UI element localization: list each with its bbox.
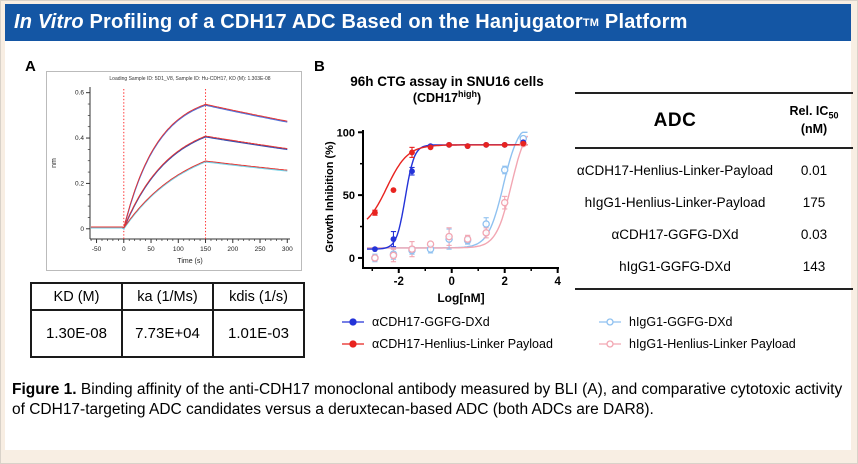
ic50-adc-name: hIgG1-GGFG-DXd bbox=[619, 258, 731, 274]
panel-b-chart-title: 96h CTG assay in SNU16 cells bbox=[350, 74, 544, 89]
svg-text:0.6: 0.6 bbox=[75, 90, 84, 97]
svg-text:0: 0 bbox=[80, 226, 84, 233]
ic50-table-row: hIgG1-Henlius-Linker-Payload 175 bbox=[575, 186, 853, 218]
kinetics-value-row: 1.30E-08 7.73E+04 1.01E-03 bbox=[30, 309, 305, 358]
figure-caption: Figure 1. Binding affinity of the anti-C… bbox=[12, 380, 852, 420]
figure-content: In Vitro Profiling of a CDH17 ADC Based … bbox=[5, 4, 853, 450]
svg-text:0.4: 0.4 bbox=[75, 135, 84, 142]
svg-text:Loading Sample ID: 5D1_V8, Sam: Loading Sample ID: 5D1_V8, Sample ID: Hu… bbox=[109, 76, 270, 82]
panel-b-chart-subtitle: (CDH17high) bbox=[327, 89, 567, 105]
svg-text:250: 250 bbox=[255, 246, 266, 253]
kinetics-value-kdis: 1.01E-03 bbox=[212, 309, 305, 358]
legend-label: hIgG1-Henlius-Linker Payload bbox=[629, 337, 796, 351]
subtitle-pre: (CDH17 bbox=[412, 91, 458, 106]
ic50-table-row: αCDH17-Henlius-Linker-Payload 0.01 bbox=[575, 154, 853, 186]
legend-marker-icon bbox=[599, 340, 621, 348]
legend-item: αCDH17-GGFG-DXd bbox=[341, 315, 598, 329]
svg-text:100: 100 bbox=[337, 127, 355, 139]
svg-text:4: 4 bbox=[554, 276, 561, 288]
legend-b: αCDH17-GGFG-DXd αCDH17-Henlius-Linker Pay… bbox=[341, 315, 849, 351]
kinetics-value-kd: 1.30E-08 bbox=[30, 309, 123, 358]
ic50-value: 175 bbox=[802, 194, 826, 210]
kinetics-table: KD (M) ka (1/Ms) kdis (1/s) 1.30E-08 7.7… bbox=[30, 282, 305, 358]
legend-marker-icon bbox=[342, 340, 364, 348]
subtitle-post: ) bbox=[476, 91, 482, 106]
panel-a-label: A bbox=[25, 58, 36, 75]
svg-text:0: 0 bbox=[449, 276, 455, 288]
svg-text:0.2: 0.2 bbox=[75, 180, 84, 187]
legend-item: hIgG1-Henlius-Linker Payload bbox=[598, 337, 849, 351]
ic50-header-unit: (nM) bbox=[800, 121, 828, 136]
legend-item: hIgG1-GGFG-DXd bbox=[598, 315, 849, 329]
ic50-table-header: ADC Rel. IC50 (nM) bbox=[575, 92, 853, 149]
ic50-table: ADC Rel. IC50 (nM) αCDH17-Henlius-Linker… bbox=[575, 92, 853, 290]
ic50-value: 0.01 bbox=[800, 162, 828, 178]
ic50-table-body: αCDH17-Henlius-Linker-Payload 0.01 hIgG1-H… bbox=[575, 149, 853, 290]
kinetics-header-row: KD (M) ka (1/Ms) kdis (1/s) bbox=[30, 282, 305, 311]
svg-text:Log[nM]: Log[nM] bbox=[437, 291, 484, 305]
ic50-header-adc: ADC bbox=[653, 109, 697, 131]
bli-sensorgram-chart: Loading Sample ID: 5D1_V8, Sample ID: Hu… bbox=[46, 71, 302, 271]
ic50-header-pre: Rel. IC bbox=[789, 104, 829, 119]
dose-response-chart: 0 50 100 -2 0 2 4 Log[nM] Growth Inhibition (%) bbox=[324, 127, 561, 305]
svg-text:Time (s): Time (s) bbox=[177, 258, 202, 265]
caption-text: Binding affinity of the anti-CDH17 monoc… bbox=[12, 381, 843, 419]
svg-text:0: 0 bbox=[349, 253, 355, 265]
ic50-value: 143 bbox=[802, 258, 826, 274]
panel-b-label: B bbox=[314, 58, 325, 75]
svg-text:100: 100 bbox=[173, 246, 184, 253]
ic50-header-sub: 50 bbox=[828, 110, 839, 121]
svg-text:300: 300 bbox=[282, 246, 293, 253]
ic50-adc-name: hIgG1-Henlius-Linker-Payload bbox=[584, 194, 766, 210]
svg-text:50: 50 bbox=[147, 246, 155, 253]
kinetics-value-ka: 7.73E+04 bbox=[121, 309, 214, 358]
legend-marker-icon bbox=[342, 318, 364, 326]
svg-text:nm: nm bbox=[51, 158, 58, 168]
legend-marker-icon bbox=[599, 318, 621, 326]
title-italic-part: In Vitro bbox=[14, 11, 84, 33]
ic50-adc-name: αCDH17-GGFG-DXd bbox=[611, 226, 739, 242]
legend-label: αCDH17-Henlius-Linker Payload bbox=[372, 337, 553, 351]
title-mid-part: Profiling of a CDH17 ADC Based on the Ha… bbox=[83, 11, 583, 33]
legend-item: αCDH17-Henlius-Linker Payload bbox=[341, 337, 598, 351]
legend-label: hIgG1-GGFG-DXd bbox=[629, 315, 733, 329]
ic50-adc-name: αCDH17-Henlius-Linker-Payload bbox=[576, 162, 774, 178]
subtitle-high-superscript: high bbox=[457, 89, 477, 99]
svg-text:50: 50 bbox=[343, 190, 355, 202]
svg-text:-50: -50 bbox=[92, 246, 102, 253]
kinetics-header-kdis: kdis (1/s) bbox=[212, 282, 305, 311]
ic50-header-relic50: Rel. IC50 (nM) bbox=[775, 104, 853, 136]
kinetics-header-kd: KD (M) bbox=[30, 282, 123, 311]
title-end-part: Platform bbox=[599, 11, 688, 33]
svg-text:200: 200 bbox=[227, 246, 238, 253]
legend-label: αCDH17-GGFG-DXd bbox=[372, 315, 490, 329]
kinetics-header-ka: ka (1/Ms) bbox=[121, 282, 214, 311]
svg-text:2: 2 bbox=[501, 276, 507, 288]
svg-text:0: 0 bbox=[122, 246, 126, 253]
caption-figure-number: Figure 1. bbox=[12, 381, 77, 398]
ic50-value: 0.03 bbox=[800, 226, 828, 242]
svg-text:150: 150 bbox=[200, 246, 211, 253]
ic50-table-row: hIgG1-GGFG-DXd 143 bbox=[575, 250, 853, 282]
svg-text:-2: -2 bbox=[394, 276, 404, 288]
title-banner: In Vitro Profiling of a CDH17 ADC Based … bbox=[5, 4, 851, 41]
panel-b-title-block: 96h CTG assay in SNU16 cells (CDH17high) bbox=[327, 74, 567, 105]
ic50-table-row: αCDH17-GGFG-DXd 0.03 bbox=[575, 218, 853, 250]
svg-text:Growth Inhibition (%): Growth Inhibition (%) bbox=[324, 141, 336, 253]
